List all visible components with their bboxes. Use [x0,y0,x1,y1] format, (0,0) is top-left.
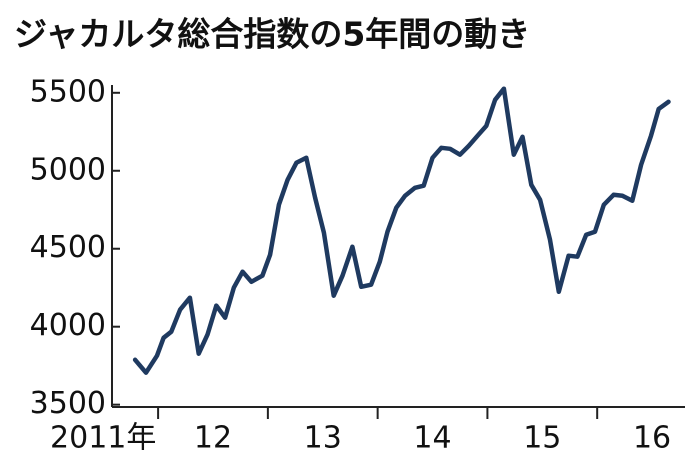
y-tick-label: 5000 [30,152,106,187]
chart-title: ジャカルタ総合指数の5年間の動き [14,15,530,54]
y-tick-label: 4500 [30,230,106,265]
x-tick-label: 13 [304,421,342,456]
x-tick-label: 12 [194,421,232,456]
y-tick-label: 5500 [30,74,106,109]
x-tick-label: 16 [633,421,671,456]
x-tick-label: 14 [413,421,451,456]
x-tick-label: 15 [523,421,561,456]
y-tick-label: 4000 [30,308,106,343]
y-tick-label: 3500 [30,386,106,421]
x-tick-label: 2011年 [50,421,156,456]
line-series [132,86,671,375]
